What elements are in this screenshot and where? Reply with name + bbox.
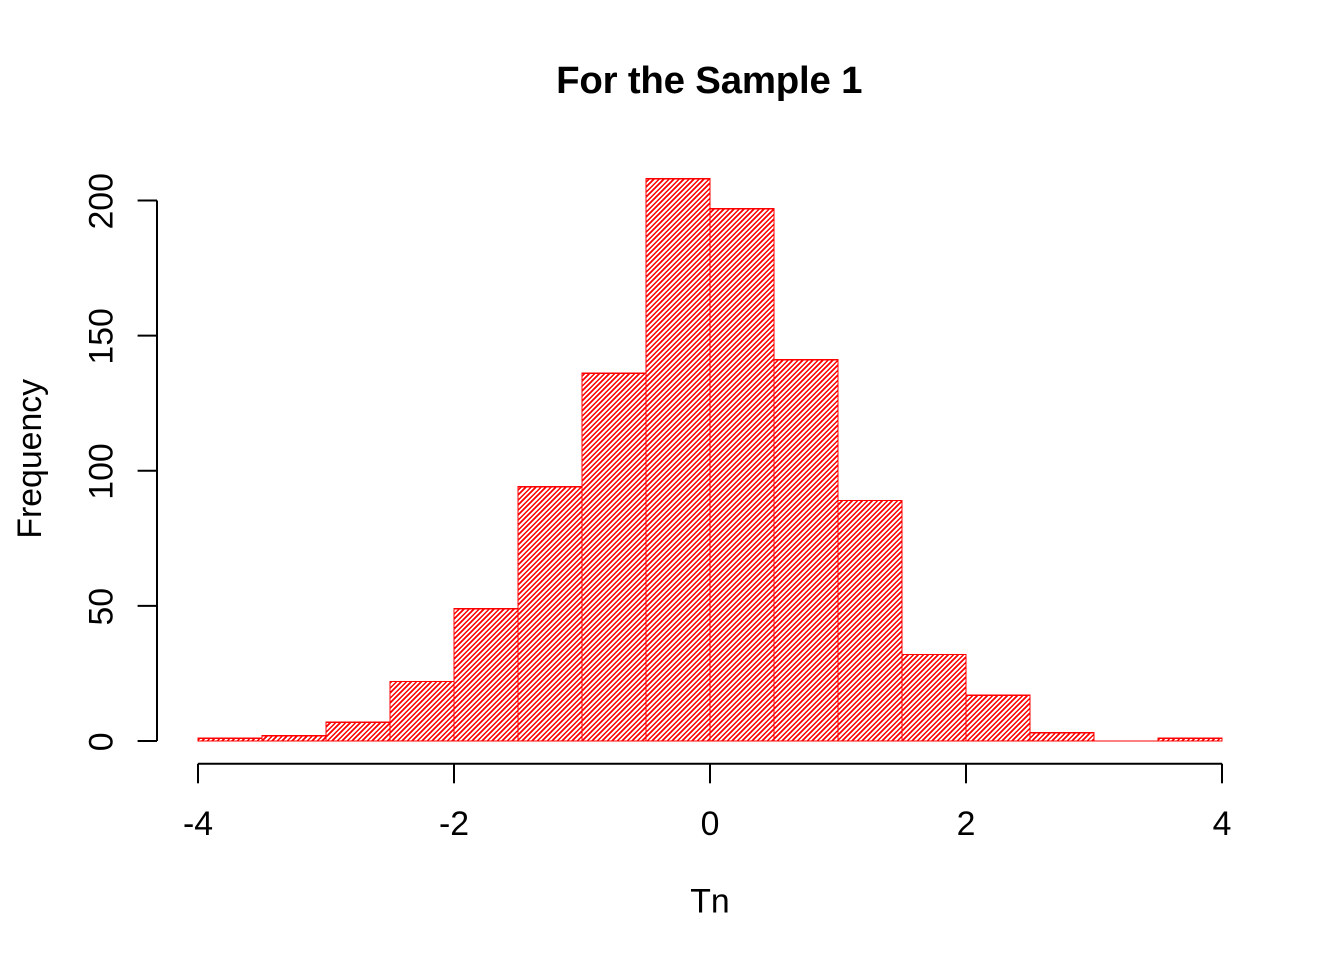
- svg-text:0: 0: [83, 732, 121, 751]
- svg-text:150: 150: [83, 308, 121, 364]
- svg-text:-4: -4: [183, 805, 213, 843]
- svg-text:Tn: Tn: [690, 882, 729, 920]
- svg-text:-2: -2: [439, 805, 469, 843]
- svg-text:200: 200: [83, 173, 121, 229]
- svg-text:50: 50: [83, 588, 121, 626]
- svg-text:100: 100: [83, 443, 121, 499]
- svg-text:For the Sample 1: For the Sample 1: [556, 59, 862, 102]
- svg-text:2: 2: [957, 805, 976, 843]
- svg-text:Frequency: Frequency: [11, 379, 49, 539]
- svg-text:4: 4: [1213, 805, 1232, 843]
- svg-text:0: 0: [701, 805, 720, 843]
